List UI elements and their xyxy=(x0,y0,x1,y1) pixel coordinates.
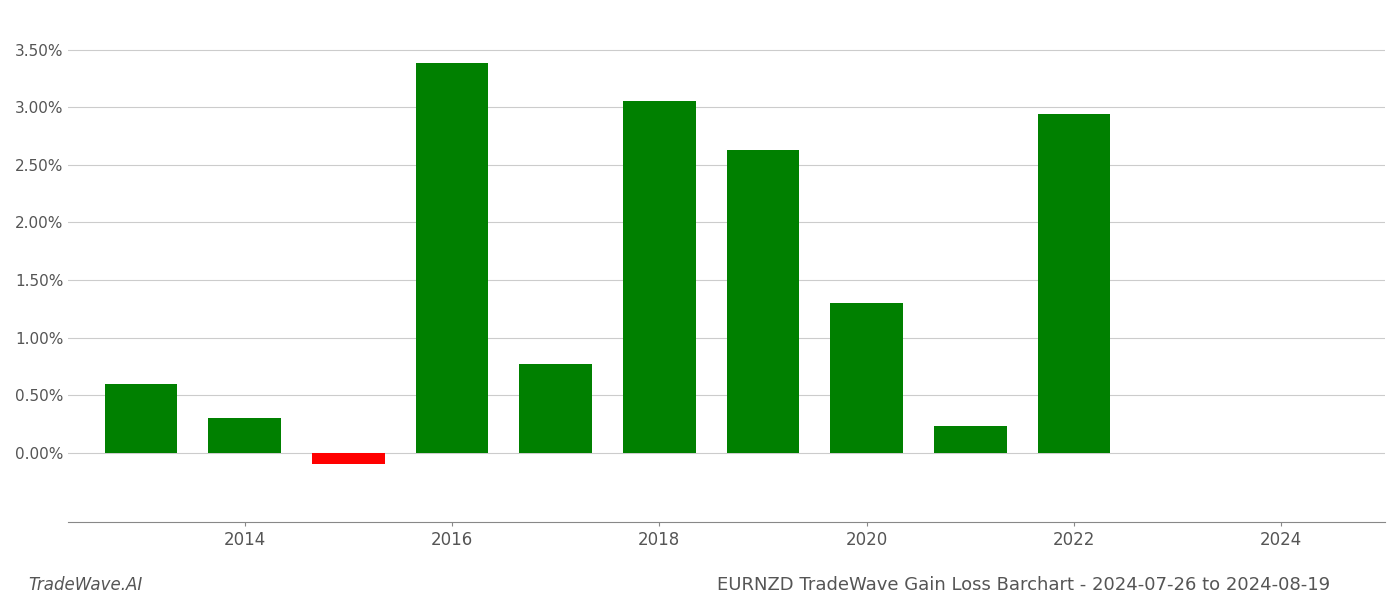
Bar xyxy=(623,101,696,453)
Text: EURNZD TradeWave Gain Loss Barchart - 2024-07-26 to 2024-08-19: EURNZD TradeWave Gain Loss Barchart - 20… xyxy=(717,576,1330,594)
Bar xyxy=(105,384,178,453)
Text: TradeWave.AI: TradeWave.AI xyxy=(28,576,143,594)
Bar xyxy=(209,418,281,453)
Bar xyxy=(519,364,592,453)
Bar xyxy=(1037,114,1110,453)
Bar xyxy=(416,64,489,453)
Bar xyxy=(312,453,385,464)
Bar xyxy=(727,150,799,453)
Bar xyxy=(830,303,903,453)
Bar xyxy=(934,427,1007,453)
